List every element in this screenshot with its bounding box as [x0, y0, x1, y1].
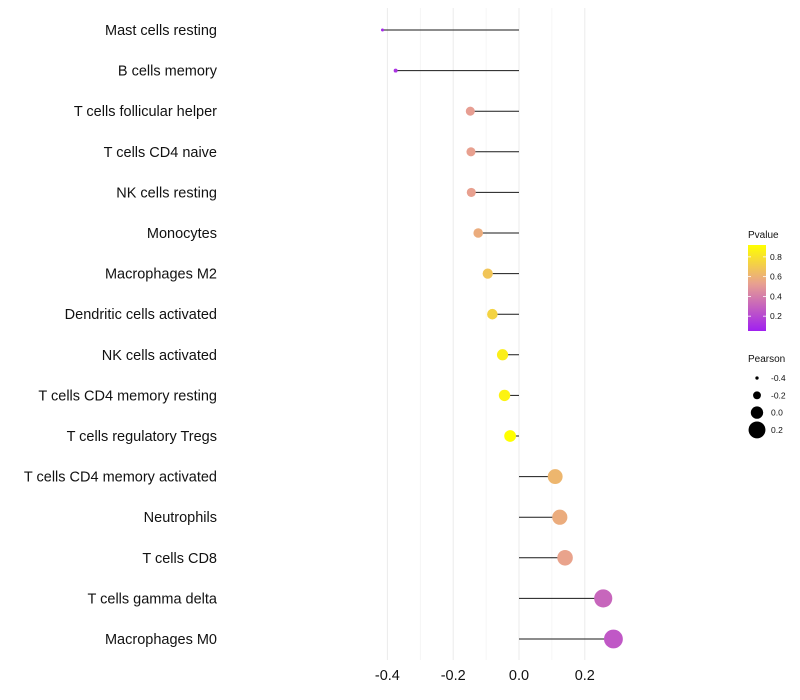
y-axis-label: B cells memory — [118, 64, 218, 80]
y-axis-label: Monocytes — [147, 226, 217, 242]
pearson-legend-title: Pearson — [748, 354, 785, 365]
lollipop-point — [380, 28, 384, 32]
y-axis-label: T cells CD4 naive — [104, 145, 217, 161]
y-axis-label: T cells CD8 — [142, 551, 217, 567]
lollipop-point — [498, 389, 511, 402]
lollipop-point — [496, 349, 509, 361]
lollipop-point — [465, 106, 475, 116]
pearson-legend-key — [750, 406, 764, 419]
lollipop-point — [552, 509, 568, 525]
lollipop-point — [594, 589, 613, 608]
lollipop-point — [504, 430, 517, 442]
lollipop-point — [473, 228, 483, 238]
pearson-legend-label: 0.2 — [771, 425, 783, 435]
x-tick-label: 0.2 — [575, 668, 595, 684]
pvalue-legend-title: Pvalue — [748, 230, 779, 241]
pearson-legend-label: 0.0 — [771, 408, 783, 418]
y-axis-label: Neutrophils — [144, 510, 217, 526]
y-axis-label: T cells gamma delta — [88, 591, 218, 607]
lollipop-point — [603, 629, 623, 649]
lollipop-point — [547, 469, 563, 485]
pearson-legend-key — [753, 391, 761, 400]
x-tick-label: -0.2 — [441, 668, 466, 684]
lollipop-point — [487, 308, 498, 320]
pearson-legend-label: -0.2 — [771, 390, 786, 400]
lollipop-point — [557, 550, 573, 566]
pearson-legend-key — [748, 421, 766, 439]
x-tick-label: 0.0 — [509, 668, 529, 684]
lollipop-point — [466, 187, 476, 197]
pvalue-legend-label: 0.4 — [770, 291, 782, 301]
y-axis-label: NK cells resting — [116, 185, 217, 201]
y-axis-label: Macrophages M0 — [105, 632, 217, 648]
y-axis-label: Dendritic cells activated — [65, 307, 217, 323]
y-axis-label: T cells follicular helper — [74, 104, 217, 120]
y-axis-label: Macrophages M2 — [105, 267, 217, 283]
y-axis-label: T cells CD4 memory activated — [24, 470, 217, 486]
x-tick-label: -0.4 — [375, 668, 400, 684]
y-axis-label: T cells regulatory Tregs — [67, 429, 217, 445]
y-axis-label: NK cells activated — [102, 348, 217, 364]
pvalue-legend-label: 0.6 — [770, 272, 782, 282]
pvalue-legend-label: 0.8 — [770, 252, 782, 262]
pearson-legend-label: -0.4 — [771, 373, 786, 383]
pearson-legend-key — [755, 376, 759, 380]
pvalue-legend-label: 0.2 — [770, 311, 782, 321]
y-axis-label: T cells CD4 memory resting — [38, 388, 217, 404]
lollipop-point — [393, 68, 398, 73]
y-axis-label: Mast cells resting — [105, 23, 217, 39]
lollipop-point — [482, 268, 493, 279]
lollipop-point — [466, 147, 476, 157]
pvalue-colorbar — [748, 245, 766, 331]
